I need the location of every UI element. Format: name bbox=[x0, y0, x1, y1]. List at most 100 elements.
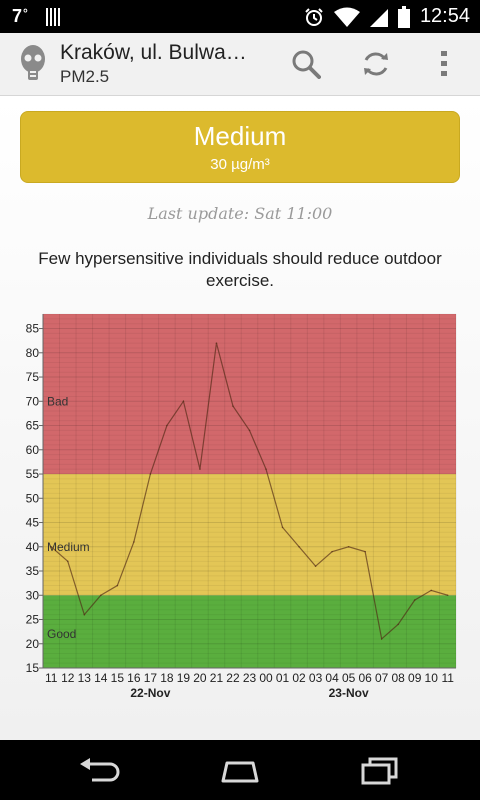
band-label-bad: Bad bbox=[47, 394, 68, 408]
back-button[interactable] bbox=[70, 754, 130, 788]
x-tick-label: 10 bbox=[425, 671, 439, 685]
band-medium bbox=[43, 474, 456, 596]
y-tick-label: 70 bbox=[26, 394, 40, 408]
y-tick-label: 45 bbox=[26, 516, 40, 530]
mobile-signal-icon bbox=[369, 8, 388, 27]
y-tick-label: 80 bbox=[26, 346, 40, 360]
status-bar: 7° 12:54 bbox=[0, 0, 480, 33]
x-tick-label: 09 bbox=[408, 671, 422, 685]
band-label-medium: Medium bbox=[47, 540, 90, 554]
x-tick-label: 02 bbox=[292, 671, 306, 685]
data-point bbox=[182, 400, 185, 403]
data-point bbox=[215, 342, 218, 344]
y-tick-label: 25 bbox=[26, 613, 40, 627]
home-icon bbox=[221, 761, 259, 783]
x-tick-label: 18 bbox=[160, 671, 174, 685]
x-tick-label: 03 bbox=[309, 671, 323, 685]
y-tick-label: 20 bbox=[26, 637, 40, 651]
date-label: 22-Nov bbox=[130, 686, 170, 700]
overflow-menu-icon bbox=[441, 51, 447, 76]
y-tick-label: 65 bbox=[26, 419, 40, 433]
x-tick-label: 17 bbox=[144, 671, 158, 685]
location-title: Kraków, ul. Bulwa… bbox=[60, 41, 247, 64]
back-icon bbox=[80, 758, 120, 782]
overflow-menu-button[interactable] bbox=[424, 45, 464, 83]
data-point bbox=[430, 589, 433, 592]
data-point bbox=[166, 424, 168, 427]
x-tick-label: 04 bbox=[325, 671, 339, 685]
data-point bbox=[380, 638, 383, 640]
y-tick-label: 30 bbox=[26, 588, 40, 602]
date-label: 23-Nov bbox=[329, 686, 369, 700]
clock: 12:54 bbox=[419, 5, 470, 27]
x-tick-label: 08 bbox=[392, 671, 406, 685]
action-bar: Kraków, ul. Bulwa… PM2.5 bbox=[0, 33, 480, 96]
data-point bbox=[83, 613, 86, 616]
x-tick-label: 13 bbox=[78, 671, 92, 685]
x-tick-label: 21 bbox=[210, 671, 224, 685]
recent-apps-button[interactable] bbox=[350, 754, 410, 788]
data-point bbox=[100, 594, 102, 597]
signal-bars-icon bbox=[46, 8, 60, 26]
degree-symbol: ° bbox=[23, 6, 28, 20]
y-tick-label: 15 bbox=[26, 661, 40, 675]
x-tick-label: 00 bbox=[259, 671, 273, 685]
navigation-bar bbox=[0, 740, 480, 800]
band-good bbox=[43, 595, 456, 668]
temperature-value: 7 bbox=[12, 6, 23, 26]
x-tick-label: 12 bbox=[61, 671, 75, 685]
y-tick-label: 85 bbox=[26, 322, 40, 336]
wifi-icon bbox=[333, 7, 360, 27]
x-tick-label: 15 bbox=[111, 671, 125, 685]
data-point bbox=[397, 623, 399, 626]
x-tick-label: 16 bbox=[127, 671, 141, 685]
data-point bbox=[149, 473, 152, 475]
refresh-button[interactable] bbox=[356, 45, 396, 83]
data-point bbox=[281, 526, 284, 529]
home-button[interactable] bbox=[210, 754, 270, 788]
air-quality-level: Medium bbox=[193, 121, 287, 151]
band-label-good: Good bbox=[47, 627, 76, 641]
data-point bbox=[413, 599, 416, 601]
x-tick-label: 23 bbox=[243, 671, 257, 685]
air-quality-status-card: Medium 30 µg/m³ bbox=[20, 111, 460, 183]
x-tick-label: 11 bbox=[442, 671, 455, 685]
data-point bbox=[347, 545, 350, 548]
data-point bbox=[446, 594, 449, 597]
data-point bbox=[364, 550, 366, 553]
data-point bbox=[331, 550, 333, 553]
x-tick-label: 22 bbox=[226, 671, 240, 685]
pollutant-subtitle: PM2.5 bbox=[60, 67, 110, 86]
x-tick-label: 01 bbox=[276, 671, 290, 685]
band-bad bbox=[43, 314, 456, 475]
search-icon bbox=[292, 50, 321, 79]
data-point bbox=[133, 541, 135, 543]
recent-apps-icon bbox=[361, 757, 398, 785]
x-tick-label: 19 bbox=[177, 671, 191, 685]
data-point bbox=[50, 545, 53, 548]
data-point bbox=[116, 584, 119, 587]
refresh-icon bbox=[364, 52, 388, 76]
data-point bbox=[314, 565, 317, 567]
battery-icon bbox=[397, 5, 410, 28]
y-tick-label: 50 bbox=[26, 491, 40, 505]
gas-mask-icon[interactable] bbox=[20, 44, 46, 84]
y-tick-label: 60 bbox=[26, 443, 40, 457]
x-tick-label: 07 bbox=[375, 671, 389, 685]
y-tick-label: 40 bbox=[26, 540, 40, 554]
concentration-value: 30 µg/m³ bbox=[210, 156, 270, 173]
x-tick-label: 14 bbox=[94, 671, 108, 685]
data-point bbox=[66, 560, 69, 563]
data-point bbox=[248, 429, 251, 432]
location-title-block[interactable]: Kraków, ul. Bulwa… PM2.5 bbox=[60, 41, 270, 87]
x-tick-label: 06 bbox=[358, 671, 372, 685]
x-tick-label: 11 bbox=[45, 671, 58, 685]
data-point bbox=[265, 468, 267, 470]
x-tick-label: 20 bbox=[193, 671, 207, 685]
y-tick-label: 35 bbox=[26, 564, 40, 578]
data-point bbox=[298, 545, 300, 548]
y-tick-label: 75 bbox=[26, 370, 40, 384]
last-update-text: Last update: Sat 11:00 bbox=[147, 204, 333, 223]
y-tick-label: 55 bbox=[26, 467, 40, 481]
search-button[interactable] bbox=[286, 45, 326, 83]
